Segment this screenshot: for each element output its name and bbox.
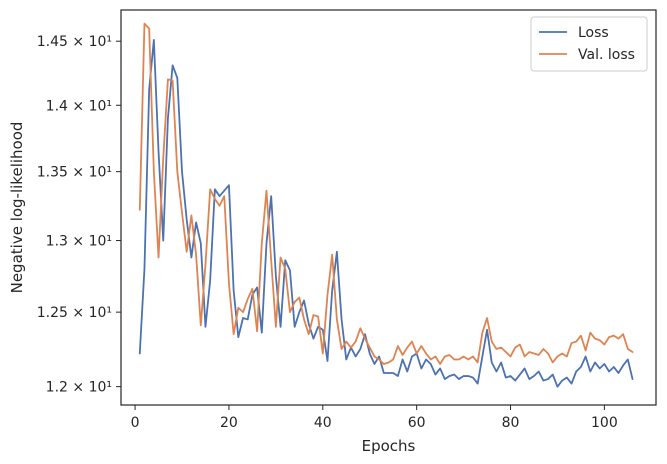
legend-label: Val. loss [578, 47, 635, 63]
x-tick-label: 80 [502, 415, 520, 431]
y-axis-label: Negative log-likelihood [8, 122, 26, 294]
x-tick-label: 60 [408, 415, 426, 431]
plot-frame [120, 9, 657, 406]
y-tick-label: 1.25 × 10¹ [37, 305, 112, 321]
legend: Loss Val. loss [530, 16, 648, 72]
plot-lines [138, 22, 634, 388]
y-tick-label: 1.45 × 10¹ [37, 34, 112, 50]
x-axis: 0 20 40 60 80 100 [131, 405, 618, 431]
legend-box [530, 16, 648, 72]
series-line-loss [138, 39, 634, 388]
x-tick-label: 100 [591, 415, 618, 431]
y-tick-label: 1.4 × 10¹ [46, 98, 112, 114]
x-tick-label: 0 [131, 415, 140, 431]
y-tick-label: 1.35 × 10¹ [37, 165, 112, 181]
y-axis: 1.2 × 10¹ 1.25 × 10¹ 1.3 × 10¹ 1.35 × 10¹ 1.… [37, 34, 121, 396]
x-axis-label: Epochs [362, 437, 416, 455]
y-tick-label: 1.2 × 10¹ [46, 380, 112, 396]
y-tick-label: 1.3 × 10¹ [46, 234, 112, 250]
series-line-val-loss [138, 22, 634, 365]
x-tick-label: 20 [220, 415, 238, 431]
x-tick-label: 40 [314, 415, 332, 431]
legend-label: Loss [578, 25, 609, 41]
